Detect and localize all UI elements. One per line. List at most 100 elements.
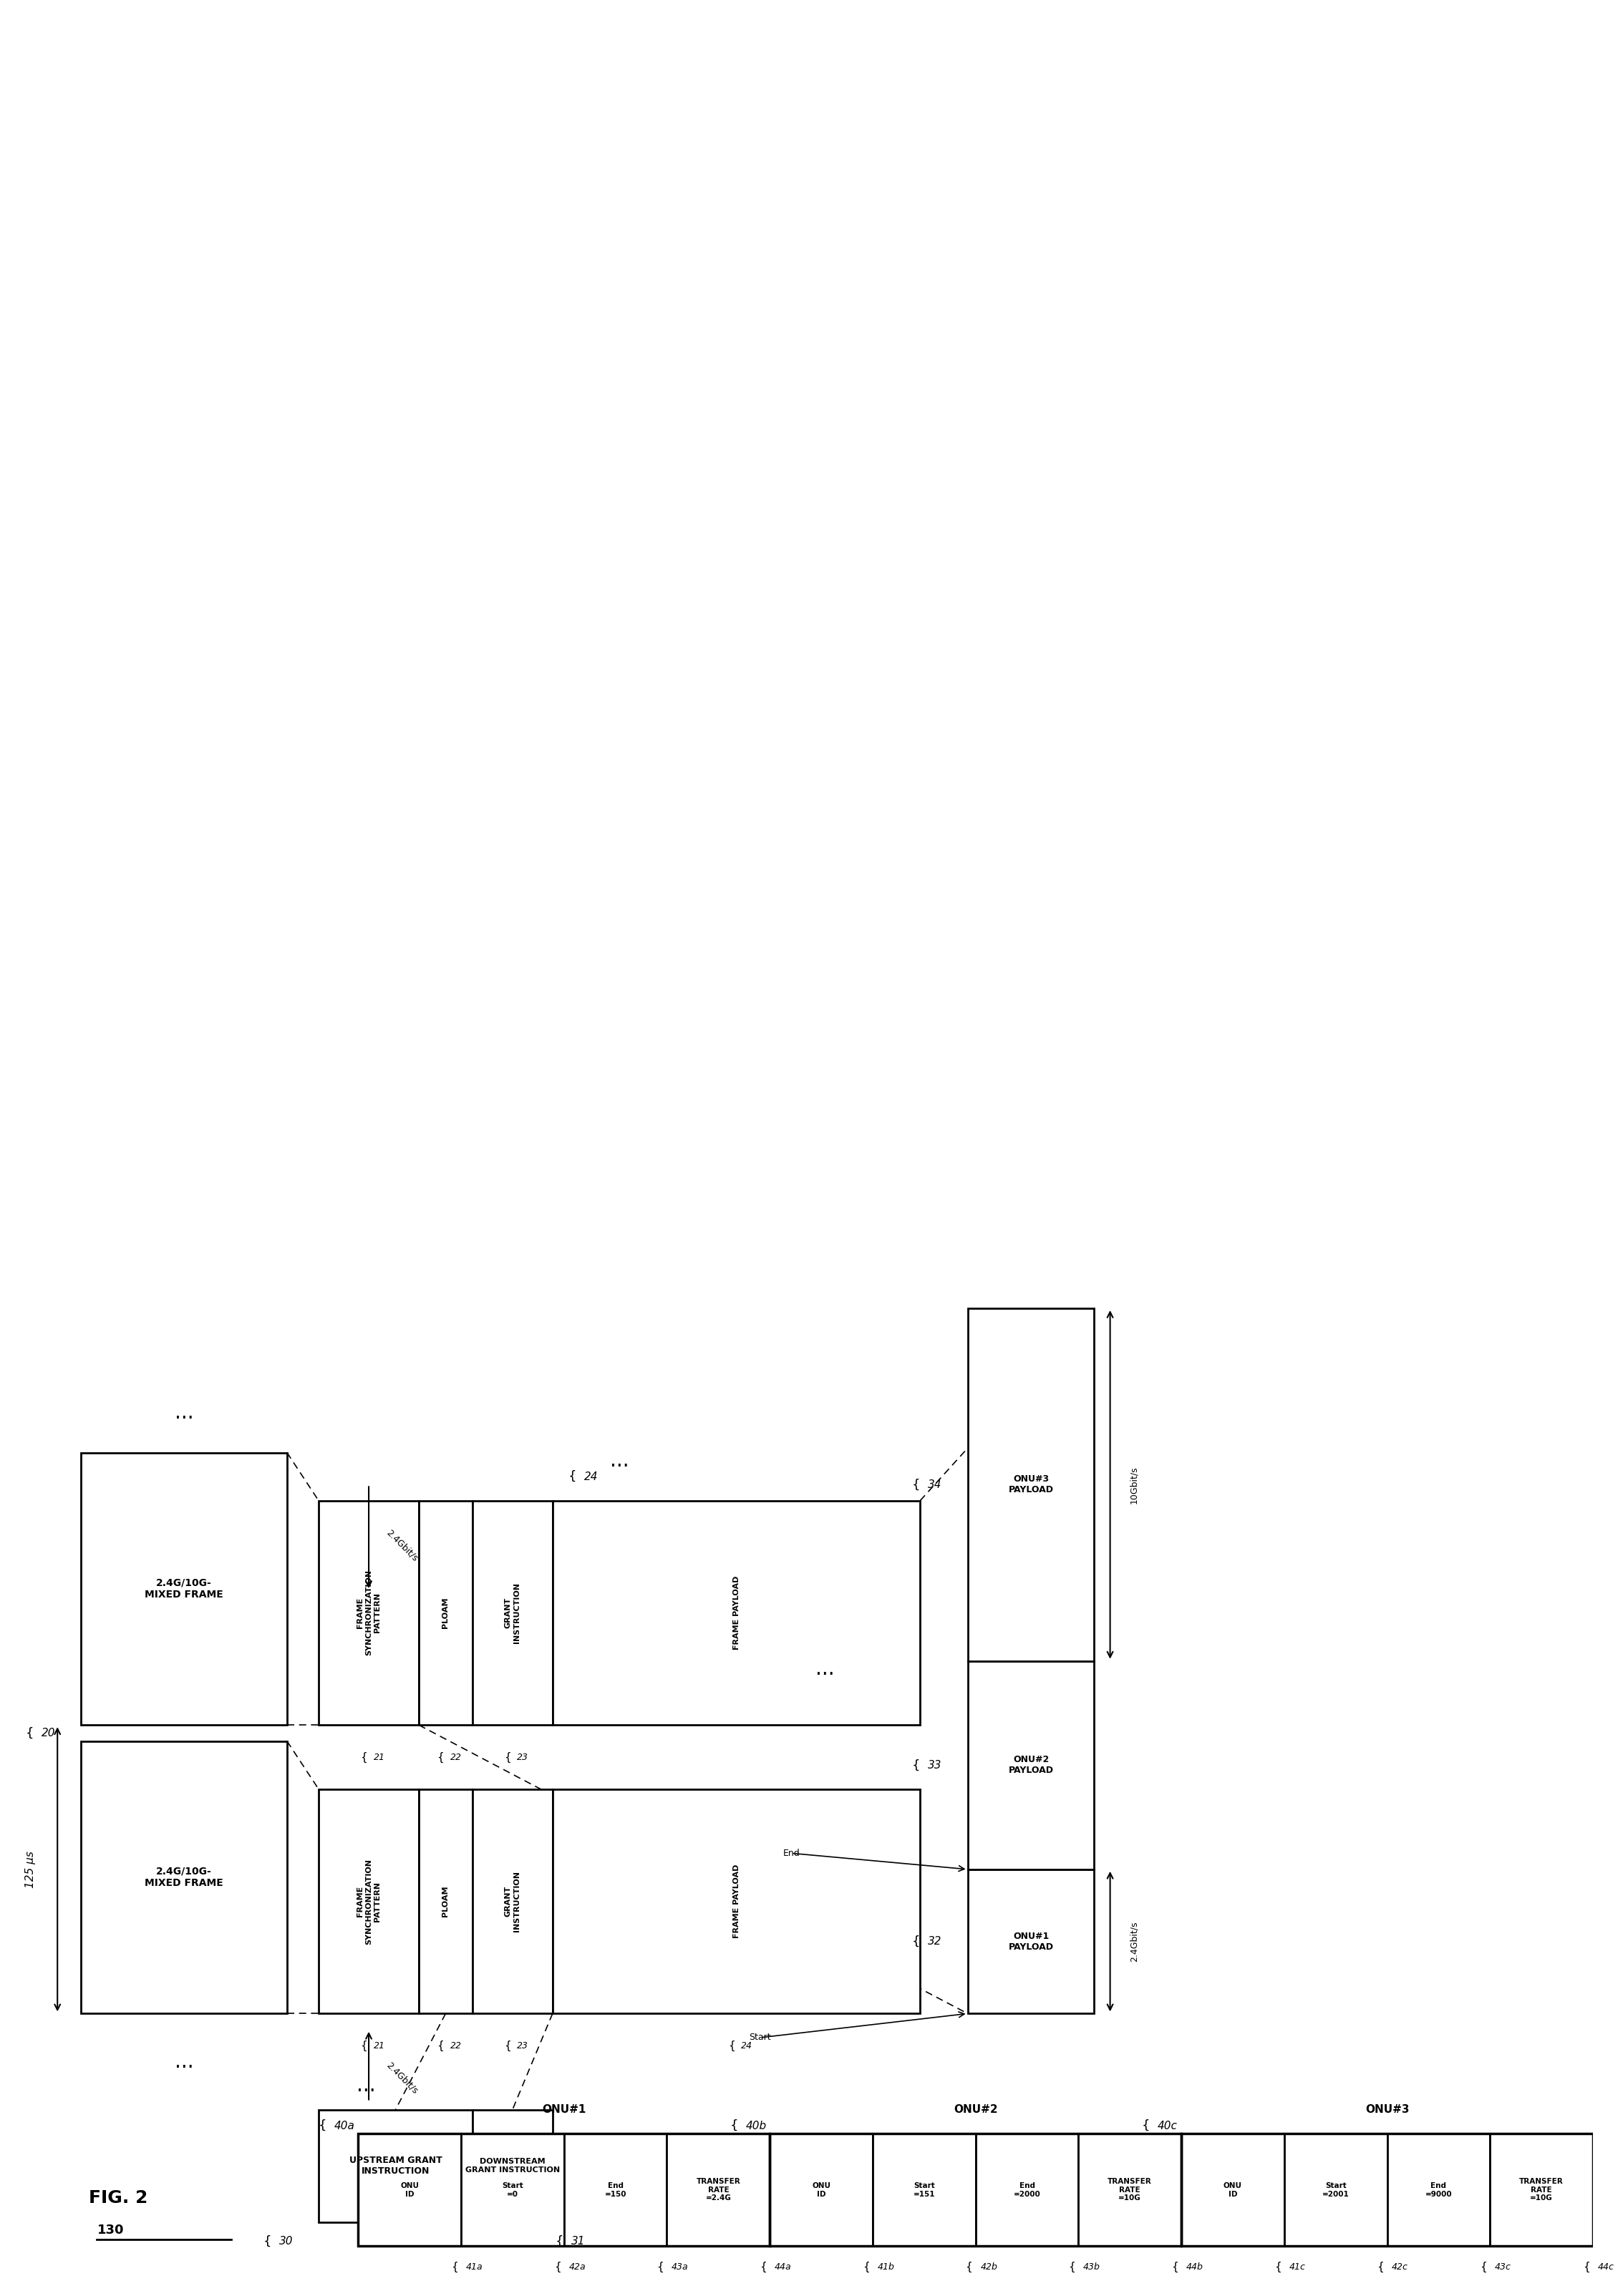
Text: End
=150: End =150 (604, 2181, 626, 2197)
Text: 41b: 41b (878, 2262, 894, 2271)
Text: End
=9000: End =9000 (1425, 2181, 1453, 2197)
Text: 34: 34 (928, 1479, 941, 1490)
Text: {: { (451, 2262, 458, 2273)
Text: TRANSFER
RATE
=2.4G: TRANSFER RATE =2.4G (696, 2179, 740, 2202)
Bar (318, 2110, 472, 2223)
Text: {: { (1582, 2262, 1591, 2273)
Text: {: { (912, 1479, 920, 1490)
Bar (1284, 2133, 1388, 2245)
Text: PLOAM: PLOAM (441, 1598, 450, 1628)
Text: 32: 32 (928, 1936, 941, 1947)
Text: 41a: 41a (466, 2262, 482, 2271)
Text: UPSTREAM GRANT
INSTRUCTION: UPSTREAM GRANT INSTRUCTION (349, 2156, 441, 2177)
Text: PLOAM: PLOAM (441, 1885, 450, 1917)
Bar (1490, 2133, 1592, 2245)
Text: 40a: 40a (334, 2122, 355, 2131)
Text: FIG. 2: FIG. 2 (89, 2190, 148, 2206)
Text: 20: 20 (42, 1727, 55, 1738)
Bar (967, 1869, 1094, 2014)
Bar (359, 2133, 769, 2245)
Text: 2.4G/10G-
MIXED FRAME: 2.4G/10G- MIXED FRAME (144, 1867, 224, 1887)
Text: ONU#2: ONU#2 (953, 2105, 998, 2115)
Bar (472, 2110, 552, 2223)
Bar (472, 1789, 552, 2014)
Text: ONU#3
PAYLOAD: ONU#3 PAYLOAD (1008, 1474, 1053, 1495)
Text: FRAME PAYLOAD: FRAME PAYLOAD (732, 1575, 740, 1651)
Text: FRAME
SYNCHRONIZATION
PATTERN: FRAME SYNCHRONIZATION PATTERN (357, 1570, 381, 1655)
Text: 44b: 44b (1186, 2262, 1203, 2271)
Text: {: { (553, 2262, 562, 2273)
Text: {: { (26, 1727, 34, 1740)
Text: 43a: 43a (672, 2262, 688, 2271)
Text: 23: 23 (518, 1752, 529, 1761)
Text: End
=2000: End =2000 (1013, 2181, 1040, 2197)
Text: {: { (760, 2262, 766, 2273)
Text: 125 μs: 125 μs (24, 1851, 36, 1887)
Text: {: { (1068, 2262, 1076, 2273)
Bar (419, 1502, 472, 1724)
Text: Start: Start (750, 2032, 771, 2041)
Text: 44c: 44c (1597, 2262, 1613, 2271)
Bar (873, 2133, 975, 2245)
Text: {: { (263, 2234, 271, 2248)
Text: 2.4Gbit/s: 2.4Gbit/s (1130, 1922, 1138, 1961)
Text: ONU#1: ONU#1 (542, 2105, 586, 2115)
Bar (667, 2133, 769, 2245)
Text: {: { (912, 1936, 920, 1947)
Text: 42c: 42c (1393, 2262, 1409, 2271)
Text: {: { (503, 1752, 511, 1763)
Text: 10Gbit/s: 10Gbit/s (1130, 1465, 1138, 1504)
Text: ONU
ID: ONU ID (812, 2181, 831, 2197)
Text: {: { (503, 2041, 511, 2050)
Bar (318, 1789, 419, 2014)
Text: ONU#1
PAYLOAD: ONU#1 PAYLOAD (1008, 1931, 1053, 1952)
Text: 22: 22 (450, 2041, 463, 2050)
Text: 130: 130 (97, 2223, 123, 2236)
Text: {: { (862, 2262, 870, 2273)
Text: 22: 22 (450, 1752, 463, 1761)
Text: ...: ... (816, 1660, 834, 1678)
Text: 44a: 44a (774, 2262, 792, 2271)
Text: 40c: 40c (1157, 2122, 1178, 2131)
Text: 30: 30 (279, 2236, 294, 2245)
Bar (1078, 2133, 1182, 2245)
Text: {: { (1480, 2262, 1487, 2273)
Text: ONU
ID: ONU ID (401, 2181, 419, 2197)
Bar (769, 2133, 873, 2245)
Text: ...: ... (175, 1403, 193, 1424)
Text: DOWNSTREAM
GRANT INSTRUCTION: DOWNSTREAM GRANT INSTRUCTION (466, 2158, 560, 2174)
Text: {: { (555, 2234, 563, 2248)
Text: {: { (360, 2041, 367, 2050)
Text: 43c: 43c (1495, 2262, 1511, 2271)
Text: 31: 31 (571, 2236, 586, 2245)
Bar (552, 1502, 920, 1724)
Bar (967, 1660, 1094, 1869)
Text: End: End (784, 1848, 800, 1857)
Text: Start
=2001: Start =2001 (1323, 2181, 1349, 2197)
Text: ...: ... (357, 2076, 375, 2096)
Text: Start
=151: Start =151 (914, 2181, 935, 2197)
Text: {: { (730, 2119, 738, 2133)
Bar (359, 2133, 461, 2245)
Text: ONU#2
PAYLOAD: ONU#2 PAYLOAD (1008, 1754, 1053, 1775)
Text: 2.4Gbit/s: 2.4Gbit/s (385, 2060, 420, 2096)
Text: FRAME PAYLOAD: FRAME PAYLOAD (732, 1864, 740, 1938)
Bar (1388, 2133, 1490, 2245)
Text: ONU
ID: ONU ID (1224, 2181, 1242, 2197)
Text: 21: 21 (373, 1752, 385, 1761)
Bar (563, 2133, 667, 2245)
Text: ...: ... (175, 2053, 193, 2071)
Text: 40b: 40b (747, 2122, 768, 2131)
Text: 2.4Gbit/s: 2.4Gbit/s (385, 1527, 420, 1564)
Text: 33: 33 (928, 1759, 941, 1770)
Text: {: { (437, 1752, 445, 1763)
Bar (769, 2133, 1182, 2245)
Text: 23: 23 (518, 2041, 529, 2050)
Text: {: { (1172, 2262, 1178, 2273)
Text: 42b: 42b (980, 2262, 998, 2271)
Text: {: { (1274, 2262, 1281, 2273)
Text: {: { (727, 2041, 735, 2050)
Text: 24: 24 (742, 2041, 753, 2050)
Text: 21: 21 (373, 2041, 385, 2050)
Text: {: { (1141, 2119, 1151, 2133)
